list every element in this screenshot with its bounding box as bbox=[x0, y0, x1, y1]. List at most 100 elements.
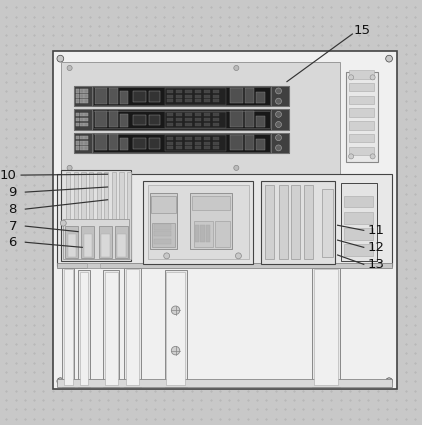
Bar bbox=[176, 142, 182, 144]
Bar bbox=[204, 95, 210, 98]
Bar bbox=[103, 270, 119, 387]
Bar bbox=[143, 181, 253, 264]
Bar bbox=[185, 137, 192, 140]
Bar bbox=[93, 87, 270, 105]
Bar bbox=[105, 272, 118, 385]
Bar bbox=[346, 72, 378, 162]
Bar bbox=[95, 134, 107, 150]
Text: 12: 12 bbox=[367, 241, 384, 254]
Bar bbox=[256, 139, 265, 150]
Bar bbox=[185, 123, 192, 126]
Bar bbox=[167, 142, 173, 144]
Bar bbox=[344, 244, 373, 256]
Bar bbox=[115, 226, 128, 258]
Bar bbox=[176, 123, 182, 126]
Bar bbox=[76, 99, 79, 103]
Bar bbox=[84, 118, 88, 121]
Bar bbox=[195, 137, 201, 140]
Bar bbox=[194, 221, 213, 246]
Bar bbox=[349, 70, 374, 79]
Bar bbox=[80, 99, 84, 103]
Bar bbox=[149, 115, 160, 125]
Bar bbox=[62, 268, 74, 387]
Bar bbox=[344, 212, 373, 224]
Bar bbox=[213, 99, 219, 102]
Circle shape bbox=[234, 165, 239, 170]
Bar bbox=[204, 146, 210, 149]
Bar bbox=[61, 170, 131, 261]
Bar bbox=[245, 88, 254, 103]
Bar bbox=[185, 90, 192, 93]
Circle shape bbox=[386, 378, 392, 385]
Bar bbox=[133, 91, 146, 102]
Bar bbox=[149, 91, 160, 102]
Bar bbox=[176, 118, 182, 121]
Bar bbox=[120, 91, 128, 104]
Circle shape bbox=[349, 154, 354, 159]
Bar bbox=[271, 133, 289, 153]
Bar bbox=[204, 99, 210, 102]
Bar bbox=[195, 99, 201, 102]
Bar bbox=[61, 62, 340, 174]
Circle shape bbox=[235, 253, 241, 259]
Circle shape bbox=[60, 220, 66, 226]
Bar bbox=[127, 172, 131, 259]
Bar bbox=[213, 95, 219, 98]
Bar bbox=[89, 172, 93, 259]
Bar bbox=[80, 136, 84, 139]
Bar bbox=[76, 113, 79, 116]
Bar bbox=[166, 272, 185, 385]
Bar bbox=[261, 181, 335, 264]
Text: 13: 13 bbox=[367, 258, 384, 271]
Bar bbox=[154, 224, 171, 230]
Bar bbox=[204, 90, 210, 93]
Bar bbox=[185, 118, 192, 121]
Bar bbox=[314, 269, 338, 385]
Bar bbox=[64, 269, 73, 385]
Bar bbox=[74, 109, 289, 130]
Bar bbox=[66, 172, 70, 259]
Bar bbox=[213, 142, 219, 144]
Bar bbox=[195, 90, 201, 93]
Bar bbox=[349, 121, 374, 130]
Circle shape bbox=[370, 154, 375, 159]
Bar bbox=[101, 234, 110, 257]
Text: 6: 6 bbox=[8, 236, 17, 249]
Bar bbox=[176, 113, 182, 116]
Bar bbox=[167, 95, 173, 98]
Bar bbox=[344, 196, 373, 207]
Circle shape bbox=[164, 253, 170, 259]
Bar bbox=[74, 133, 289, 153]
Bar bbox=[119, 172, 124, 259]
Circle shape bbox=[386, 55, 392, 62]
Bar bbox=[112, 172, 116, 259]
Bar bbox=[230, 111, 243, 127]
Bar bbox=[176, 99, 182, 102]
Bar bbox=[80, 123, 84, 126]
Bar bbox=[109, 88, 118, 104]
Bar bbox=[80, 146, 84, 150]
Bar bbox=[95, 111, 107, 127]
Bar bbox=[195, 225, 199, 242]
Bar bbox=[167, 99, 173, 102]
Bar bbox=[165, 135, 226, 151]
Bar bbox=[230, 135, 243, 150]
Circle shape bbox=[57, 55, 64, 62]
Bar bbox=[76, 146, 79, 150]
Bar bbox=[195, 123, 201, 126]
Bar bbox=[349, 108, 374, 117]
Bar bbox=[117, 234, 126, 257]
Bar bbox=[167, 118, 173, 121]
Bar bbox=[167, 123, 173, 126]
Bar bbox=[322, 189, 333, 257]
Circle shape bbox=[234, 65, 239, 71]
Bar bbox=[245, 135, 254, 150]
Bar bbox=[76, 94, 79, 98]
Text: 8: 8 bbox=[8, 203, 17, 215]
Bar bbox=[93, 110, 270, 128]
Bar bbox=[204, 142, 210, 144]
Bar bbox=[271, 86, 289, 106]
Bar bbox=[151, 196, 176, 212]
Circle shape bbox=[276, 88, 281, 94]
Bar bbox=[76, 136, 79, 139]
